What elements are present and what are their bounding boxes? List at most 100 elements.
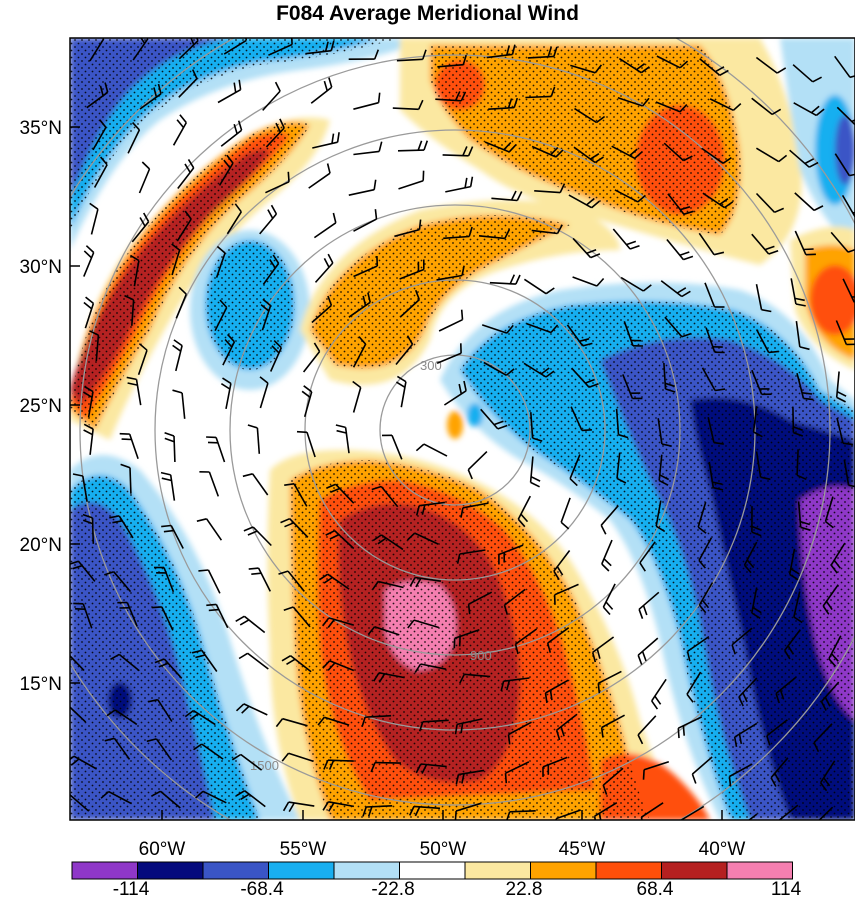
wind-barb (334, 530, 355, 550)
wind-barb (214, 307, 228, 332)
wind-barb-flag (517, 518, 526, 528)
wind-barb-flag (732, 103, 742, 111)
wind-barb-flag (129, 254, 140, 262)
wind-barb-flag (282, 801, 290, 812)
colorbar (71, 861, 793, 880)
wind-barb (699, 58, 721, 76)
wind-barb-flag (637, 194, 646, 203)
wind-barb-flag (288, 802, 295, 813)
wind-barb-flag (733, 736, 738, 748)
wind-barb (834, 153, 850, 177)
wind-barb-flag (596, 648, 601, 659)
wind-barb (612, 228, 631, 250)
wind-barb-flag (171, 243, 181, 251)
wind-barb-flag (245, 38, 248, 41)
wind-barb (686, 671, 702, 695)
wind-barb-flag (766, 735, 771, 746)
lat-label-35: 35°N (20, 118, 62, 139)
wind-barb (542, 756, 568, 768)
wind-barb-flag (172, 389, 183, 394)
wind-barb (698, 537, 713, 561)
wind-barb (420, 663, 447, 670)
wind-barb-flag (323, 80, 328, 91)
map-field: 300 900 1500 (70, 38, 855, 837)
wind-barb-flag (796, 474, 807, 481)
wind-barb (89, 428, 94, 455)
wind-barb (311, 304, 332, 324)
wind-barb (348, 301, 371, 318)
wind-barb-flag (322, 660, 331, 669)
wind-barb-flag (836, 390, 847, 397)
wind-barb-flag (82, 391, 93, 398)
wind-barb (752, 406, 758, 433)
wind-barb-flag (504, 229, 511, 239)
wind-barb-flag (367, 626, 376, 636)
wind-barb-flag (335, 424, 346, 429)
wind-barb-flag (642, 769, 645, 780)
wind-barb (660, 280, 683, 298)
wind-barb (775, 676, 797, 695)
wind-barb-flag (676, 287, 687, 294)
wind-barb (414, 576, 442, 582)
wind-barb (201, 743, 224, 760)
wind-barb-flag (836, 396, 846, 403)
wind-barb-flag (591, 652, 597, 663)
wind-barb-flag (679, 251, 690, 256)
wind-barb (639, 541, 656, 564)
wind-barb (755, 192, 776, 213)
wind-barb-flag (328, 77, 333, 88)
wind-barb (459, 549, 486, 555)
wind-barb (290, 655, 312, 673)
wind-barb (395, 343, 414, 366)
wind-barb (566, 324, 584, 347)
wind-barb (835, 320, 848, 345)
wind-barb (113, 571, 132, 593)
wind-barb-flag (779, 689, 785, 700)
wind-barb (531, 145, 557, 158)
wind-barb-flag (281, 655, 292, 662)
wind-barb-flag (327, 619, 335, 628)
wind-barb-flag (591, 200, 600, 209)
wind-barb (92, 127, 107, 151)
wind-barb (175, 293, 188, 319)
wind-barb-flag (741, 827, 744, 837)
wind-barb-flag (714, 66, 725, 73)
wind-barb-flag (746, 559, 755, 569)
wind-barb (327, 573, 350, 590)
wind-barb-flag (468, 226, 473, 237)
wind-barb-flag (251, 572, 262, 575)
wind-barb (392, 107, 419, 111)
wind-barb-flag (418, 219, 422, 230)
wind-barb (790, 278, 797, 305)
wind-barb (687, 635, 710, 653)
wind-barb (705, 327, 716, 353)
wind-barb (192, 709, 216, 726)
wind-barb-flag (231, 753, 242, 761)
wind-barb-flag (467, 469, 473, 480)
wind-barb-flag (421, 764, 428, 774)
wind-barb (135, 379, 142, 406)
wind-barb-flag (287, 171, 290, 182)
colorbar-label: 68.4 (637, 879, 674, 900)
wind-barb-flag (104, 737, 115, 742)
wind-barb (667, 193, 685, 215)
wind-barb-flag (682, 725, 685, 736)
wind-barb (137, 349, 148, 376)
wind-barb (617, 96, 643, 107)
colorbar-label: -22.8 (371, 879, 414, 900)
wind-barb-flag (813, 742, 820, 753)
wind-barb (84, 303, 95, 329)
wind-barb-flag (235, 703, 245, 712)
wind-barb (834, 55, 851, 78)
wind-barb-flag (362, 806, 367, 817)
wind-barb-flag (713, 486, 724, 491)
wind-barb-flag (634, 151, 643, 159)
lon-label-55: 55°W (280, 839, 327, 860)
wind-barb (755, 147, 780, 163)
colorbar-swatch (464, 861, 531, 880)
wind-barb-flag (774, 772, 781, 783)
lon-label-45: 45°W (559, 839, 606, 860)
map-frame (69, 37, 855, 821)
wind-barb (462, 502, 489, 509)
wind-barb (329, 660, 355, 672)
